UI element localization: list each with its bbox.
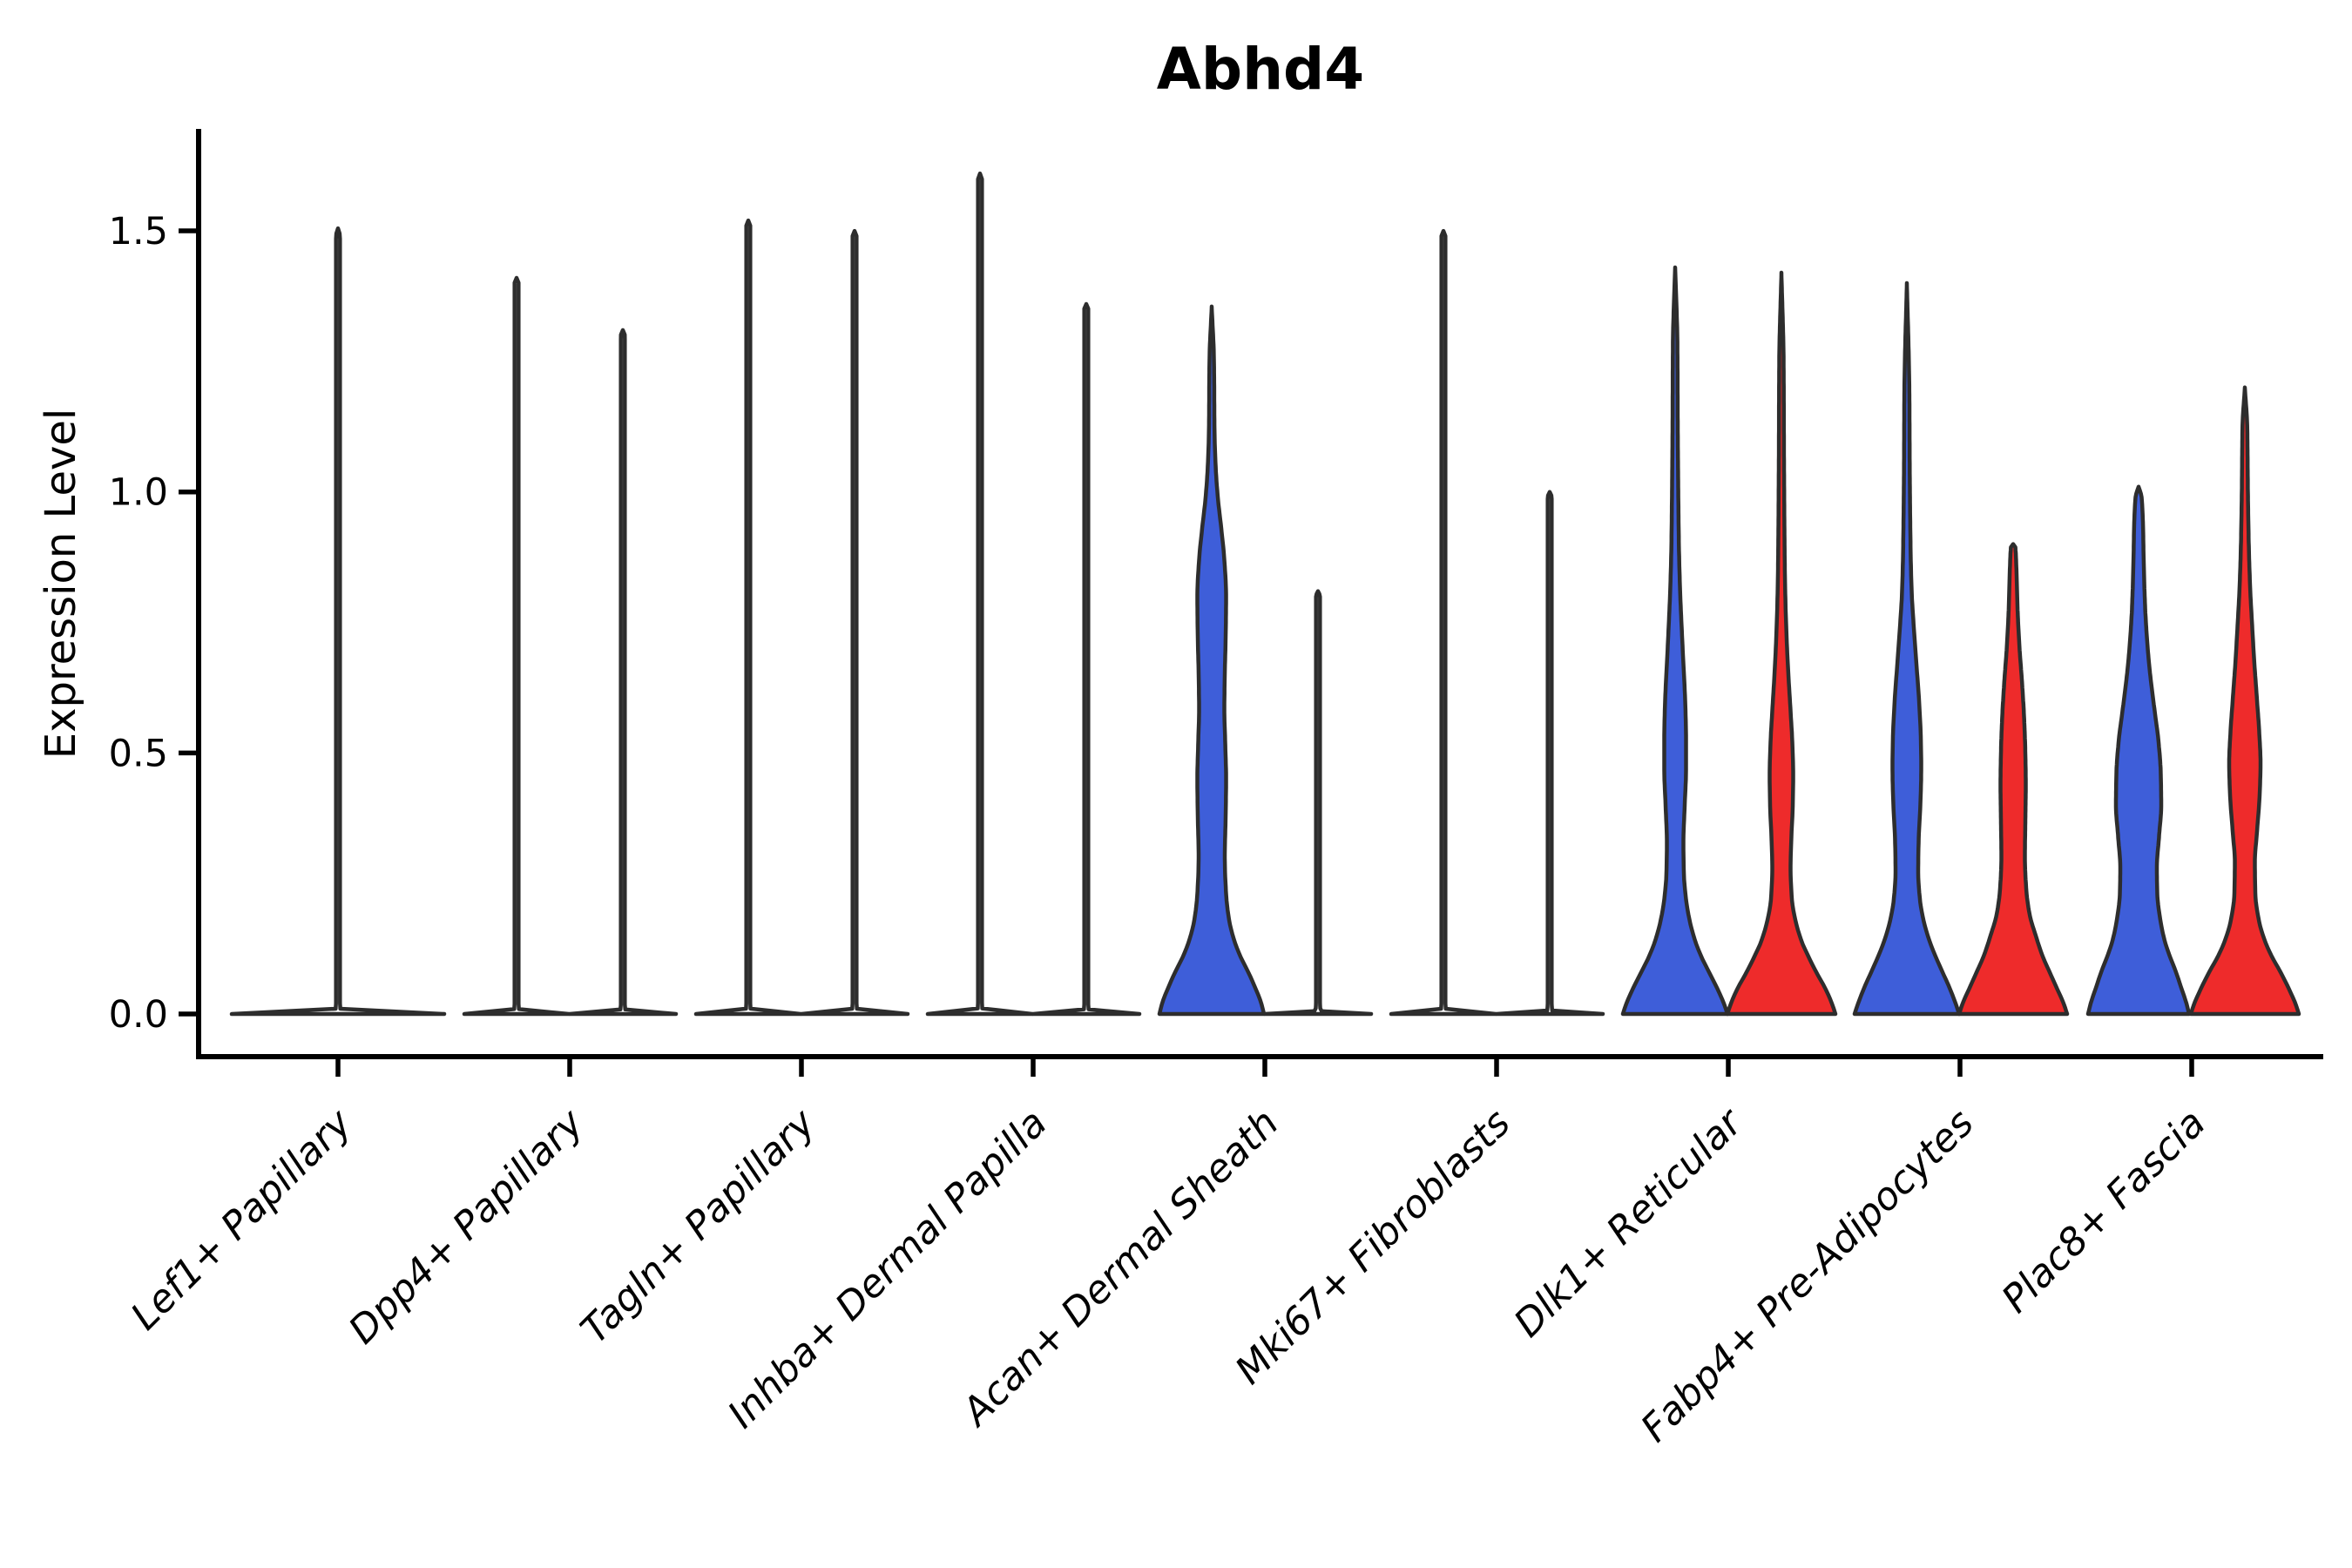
violin-tagln-papillary-right <box>799 228 910 1017</box>
x-tick-label-lef1-papillary: Lef1+ Papillary <box>123 1100 362 1339</box>
violin-plac8-fascia-left <box>2085 484 2192 1017</box>
violin-lef1-papillary-single <box>229 226 447 1017</box>
violin-dlk1-reticular-right <box>1725 270 1838 1017</box>
violin-dpp4-papillary-left <box>462 275 571 1017</box>
violin-plac8-fascia-right <box>2188 385 2301 1017</box>
violin-fabp4-pre-adipocytes-right <box>1957 542 2070 1017</box>
violin-dlk1-reticular-left <box>1620 265 1730 1017</box>
violin-dpp4-papillary-right <box>567 328 679 1017</box>
y-axis-label: Expression Level <box>37 409 85 760</box>
y-tick-label: 0.0 <box>109 993 168 1037</box>
violin-acan-dermal-sheath-left <box>1157 304 1267 1017</box>
violin-fabp4-pre-adipocytes-left <box>1852 280 1962 1017</box>
y-tick-label: 1.5 <box>109 210 168 253</box>
violin-mki67-fibroblasts-right <box>1494 490 1605 1017</box>
violin-tagln-papillary-left <box>693 218 803 1017</box>
y-tick-label: 1.0 <box>109 471 168 515</box>
violin-inhba-dermal-papilla-left <box>925 171 1035 1017</box>
violin-acan-dermal-sheath-right <box>1262 589 1374 1017</box>
violins-layer <box>229 171 2301 1017</box>
x-tick-label-tagln-papillary: Tagln+ Papillary <box>572 1100 824 1352</box>
violin-inhba-dermal-papilla-right <box>1031 301 1142 1017</box>
x-tick-label-dpp4-papillary: Dpp4+ Papillary <box>341 1100 593 1353</box>
axes-layer <box>179 129 2323 1077</box>
chart-title: Abhd4 <box>1157 36 1364 103</box>
violin-mki67-fibroblasts-left <box>1389 228 1498 1017</box>
x-tick-label-dlk1-reticular: Dlk1+ Reticular <box>1505 1099 1752 1346</box>
x-tick-label-plac8-fascia: Plac8+ Fascia <box>1993 1101 2213 1321</box>
y-tick-label: 0.5 <box>109 732 168 775</box>
